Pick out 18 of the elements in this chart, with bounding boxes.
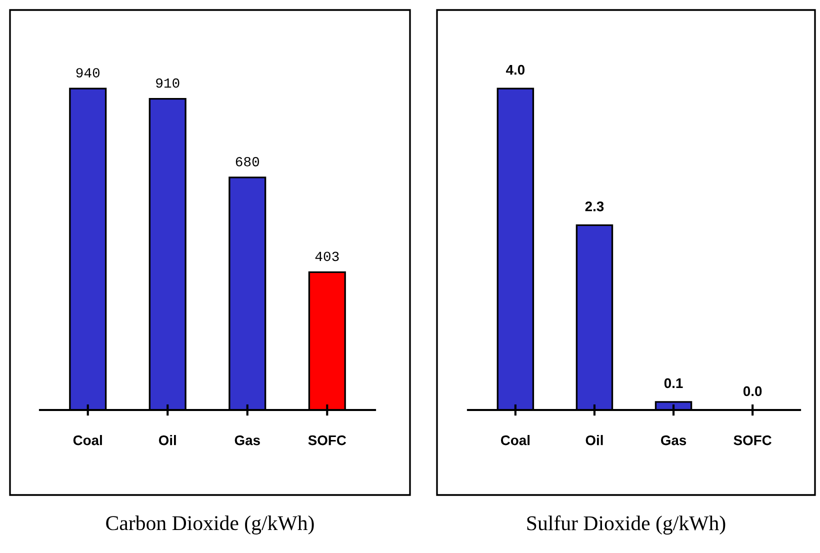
x-tick-label: Oil — [586, 435, 603, 446]
text: Sulfur Dioxide (g/kWh) — [527, 515, 726, 535]
data-label: 403 — [315, 252, 339, 262]
x-tick-label: SOFC — [734, 435, 772, 446]
data-label: 2.3 — [585, 201, 604, 212]
data-label: 0.1 — [664, 378, 683, 388]
x-tick-label: SOFC — [308, 435, 346, 446]
data-label: 940 — [76, 68, 100, 78]
x-tick-label: Coal — [500, 435, 530, 446]
data-label: 910 — [156, 78, 180, 88]
x-tick-label: Oil — [158, 435, 176, 446]
x-tick-label: Gas — [660, 435, 686, 446]
data-label: 680 — [236, 156, 260, 166]
x-tick-label: Gas — [234, 435, 260, 446]
data-label: 4.0 — [506, 64, 525, 75]
text: Carbon Dioxide (g/kWh) — [106, 516, 314, 534]
x-tick-label: Coal — [73, 435, 102, 446]
data-label: 0.0 — [743, 386, 762, 396]
